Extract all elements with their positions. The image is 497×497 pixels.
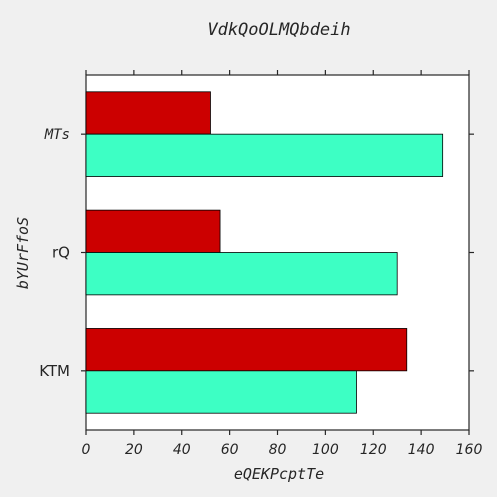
y-axis-label: bYUrFfoS xyxy=(14,217,32,289)
bar-series1-rq xyxy=(85,209,221,253)
y-tick-label-ktm: KTM xyxy=(39,362,70,380)
x-tick-label: 60 xyxy=(221,442,239,458)
x-tick-label: 160 xyxy=(456,442,483,458)
x-axis-label: eQEKPcptTe xyxy=(234,465,324,483)
bar-series2-mts xyxy=(85,133,444,177)
x-axis: 0 20 40 60 80 100 120 140 160 xyxy=(82,70,483,458)
bar-series1-mts xyxy=(85,91,211,135)
y-tick-label-rq: rQ xyxy=(52,244,70,262)
y-tick-label-mts: MTs xyxy=(44,127,70,143)
x-tick-label: 100 xyxy=(312,442,339,458)
x-tick-label: 0 xyxy=(82,442,91,458)
bar-series2-rq xyxy=(85,252,398,296)
bar-series1-ktm xyxy=(85,328,408,372)
chart-title: VdkQoOLMQbdeih xyxy=(207,20,350,40)
x-tick-label: 80 xyxy=(269,442,287,458)
bar-series2-ktm xyxy=(85,370,357,414)
bars-group xyxy=(85,91,444,414)
y-axis: KTM rQ MTs xyxy=(39,127,474,380)
x-tick-label: 40 xyxy=(173,442,191,458)
x-tick-label: 140 xyxy=(408,442,435,458)
x-tick-label: 120 xyxy=(360,442,387,458)
x-tick-label: 20 xyxy=(125,442,143,458)
